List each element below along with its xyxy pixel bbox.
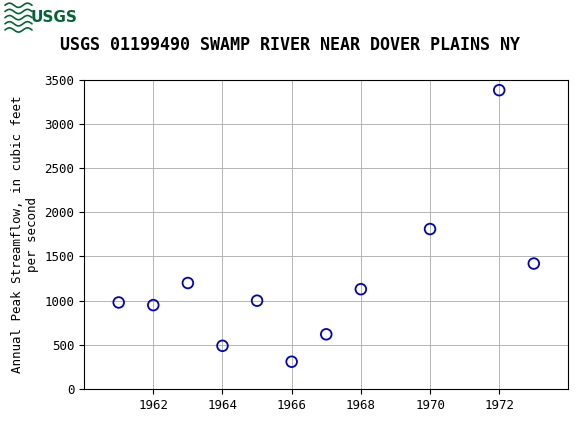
Point bbox=[287, 358, 296, 365]
Point bbox=[183, 280, 193, 286]
Point bbox=[425, 226, 434, 233]
Point bbox=[356, 286, 365, 293]
Point bbox=[252, 297, 262, 304]
Point bbox=[114, 299, 124, 306]
Point bbox=[529, 260, 538, 267]
Point bbox=[495, 87, 504, 94]
Point bbox=[321, 331, 331, 338]
Y-axis label: Annual Peak Streamflow, in cubic feet
per second: Annual Peak Streamflow, in cubic feet pe… bbox=[11, 95, 39, 373]
Text: USGS 01199490 SWAMP RIVER NEAR DOVER PLAINS NY: USGS 01199490 SWAMP RIVER NEAR DOVER PLA… bbox=[60, 36, 520, 54]
FancyBboxPatch shape bbox=[4, 3, 94, 32]
Text: USGS: USGS bbox=[31, 10, 78, 25]
Point bbox=[218, 342, 227, 349]
Point bbox=[148, 302, 158, 309]
